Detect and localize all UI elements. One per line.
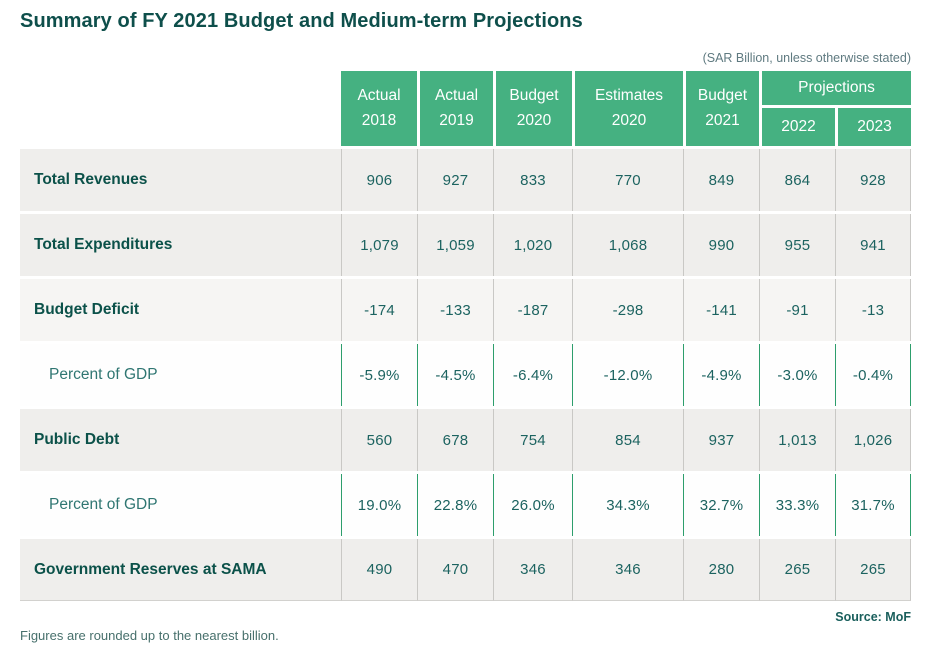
table-cell: 34.3% xyxy=(572,474,683,536)
col-header-line2: 2020 xyxy=(516,111,552,129)
table-cell: 26.0% xyxy=(493,474,572,536)
col-header-line1: Actual xyxy=(434,87,479,105)
table-cell: 33.3% xyxy=(759,474,835,536)
table-cell: 770 xyxy=(572,149,683,211)
row-label: Total Revenues xyxy=(20,149,341,211)
col-header-actual-2019: Actual 2019 xyxy=(417,71,493,146)
budget-table: Actual 2018 Actual 2019 Budget 2020 Esti… xyxy=(20,71,911,601)
row-label: Budget Deficit xyxy=(20,279,341,341)
row-label: Total Expenditures xyxy=(20,214,341,276)
col-header-line2: 2018 xyxy=(361,111,397,129)
table-cell: -141 xyxy=(683,279,759,341)
col-header-2022: 2022 xyxy=(781,118,816,135)
table-cell: 1,059 xyxy=(417,214,493,276)
table-cell: -4.5% xyxy=(417,344,493,406)
col-header-line2: 2020 xyxy=(611,111,647,129)
table-cell: 927 xyxy=(417,149,493,211)
col-header-line1: Budget xyxy=(697,87,748,105)
footnote: Figures are rounded up to the nearest bi… xyxy=(20,628,279,643)
row-label: Percent of GDP xyxy=(20,474,341,536)
table-cell: -298 xyxy=(572,279,683,341)
col-header-line1: Estimates xyxy=(594,87,664,105)
table-cell: 19.0% xyxy=(341,474,417,536)
row-label: Public Debt xyxy=(20,409,341,471)
col-header-line1: Budget xyxy=(509,87,559,105)
page-title: Summary of FY 2021 Budget and Medium-ter… xyxy=(20,10,583,32)
table-cell: 754 xyxy=(493,409,572,471)
table-cell: 941 xyxy=(835,214,911,276)
table-cell: 560 xyxy=(341,409,417,471)
table-cell: -3.0% xyxy=(759,344,835,406)
table-cell: -6.4% xyxy=(493,344,572,406)
col-header-budget-2021: Budget 2021 xyxy=(683,71,759,146)
table-cell: 1,020 xyxy=(493,214,572,276)
table-cell: 864 xyxy=(759,149,835,211)
table-cell: 22.8% xyxy=(417,474,493,536)
col-header-actual-2018: Actual 2018 xyxy=(341,71,417,146)
table-cell: 1,013 xyxy=(759,409,835,471)
table-cell: 937 xyxy=(683,409,759,471)
table-cell: 833 xyxy=(493,149,572,211)
table-cell: 280 xyxy=(683,539,759,601)
table-cell: -91 xyxy=(759,279,835,341)
source-note: Source: MoF xyxy=(835,610,911,624)
table-cell: -0.4% xyxy=(835,344,911,406)
table-cell: 1,068 xyxy=(572,214,683,276)
table-cell: -133 xyxy=(417,279,493,341)
table-cell: 32.7% xyxy=(683,474,759,536)
col-header-line2: 2019 xyxy=(439,111,474,129)
projections-header: Projections xyxy=(762,71,911,108)
col-header-estimates-2020: Estimates 2020 xyxy=(572,71,683,146)
projections-years: 2022 2023 xyxy=(762,108,911,146)
table-cell: 346 xyxy=(493,539,572,601)
table-cell: 849 xyxy=(683,149,759,211)
col-header-line2: 2021 xyxy=(705,111,740,129)
table-cell: 1,026 xyxy=(835,409,911,471)
col-header-projections-group: Projections 2022 2023 xyxy=(759,71,911,146)
table-cell: 265 xyxy=(759,539,835,601)
table-cell: 854 xyxy=(572,409,683,471)
table-cell: 678 xyxy=(417,409,493,471)
table-cell: 990 xyxy=(683,214,759,276)
row-label: Percent of GDP xyxy=(20,344,341,406)
col-header-line1: Actual xyxy=(357,87,401,105)
table-cell: 490 xyxy=(341,539,417,601)
table-cell: 1,079 xyxy=(341,214,417,276)
table-cell: 955 xyxy=(759,214,835,276)
table-cell: 906 xyxy=(341,149,417,211)
header-corner-cell xyxy=(20,71,341,146)
table-cell: 346 xyxy=(572,539,683,601)
row-label: Government Reserves at SAMA xyxy=(20,539,341,601)
unit-note: (SAR Billion, unless otherwise stated) xyxy=(702,51,911,65)
table-cell: -4.9% xyxy=(683,344,759,406)
col-header-budget-2020: Budget 2020 xyxy=(493,71,572,146)
table-cell: -12.0% xyxy=(572,344,683,406)
table-cell: 31.7% xyxy=(835,474,911,536)
table-cell: -13 xyxy=(835,279,911,341)
table-cell: 470 xyxy=(417,539,493,601)
table-cell: -5.9% xyxy=(341,344,417,406)
table-cell: -174 xyxy=(341,279,417,341)
table-cell: 265 xyxy=(835,539,911,601)
table-cell: 928 xyxy=(835,149,911,211)
col-header-2023: 2023 xyxy=(835,108,911,146)
table-cell: -187 xyxy=(493,279,572,341)
